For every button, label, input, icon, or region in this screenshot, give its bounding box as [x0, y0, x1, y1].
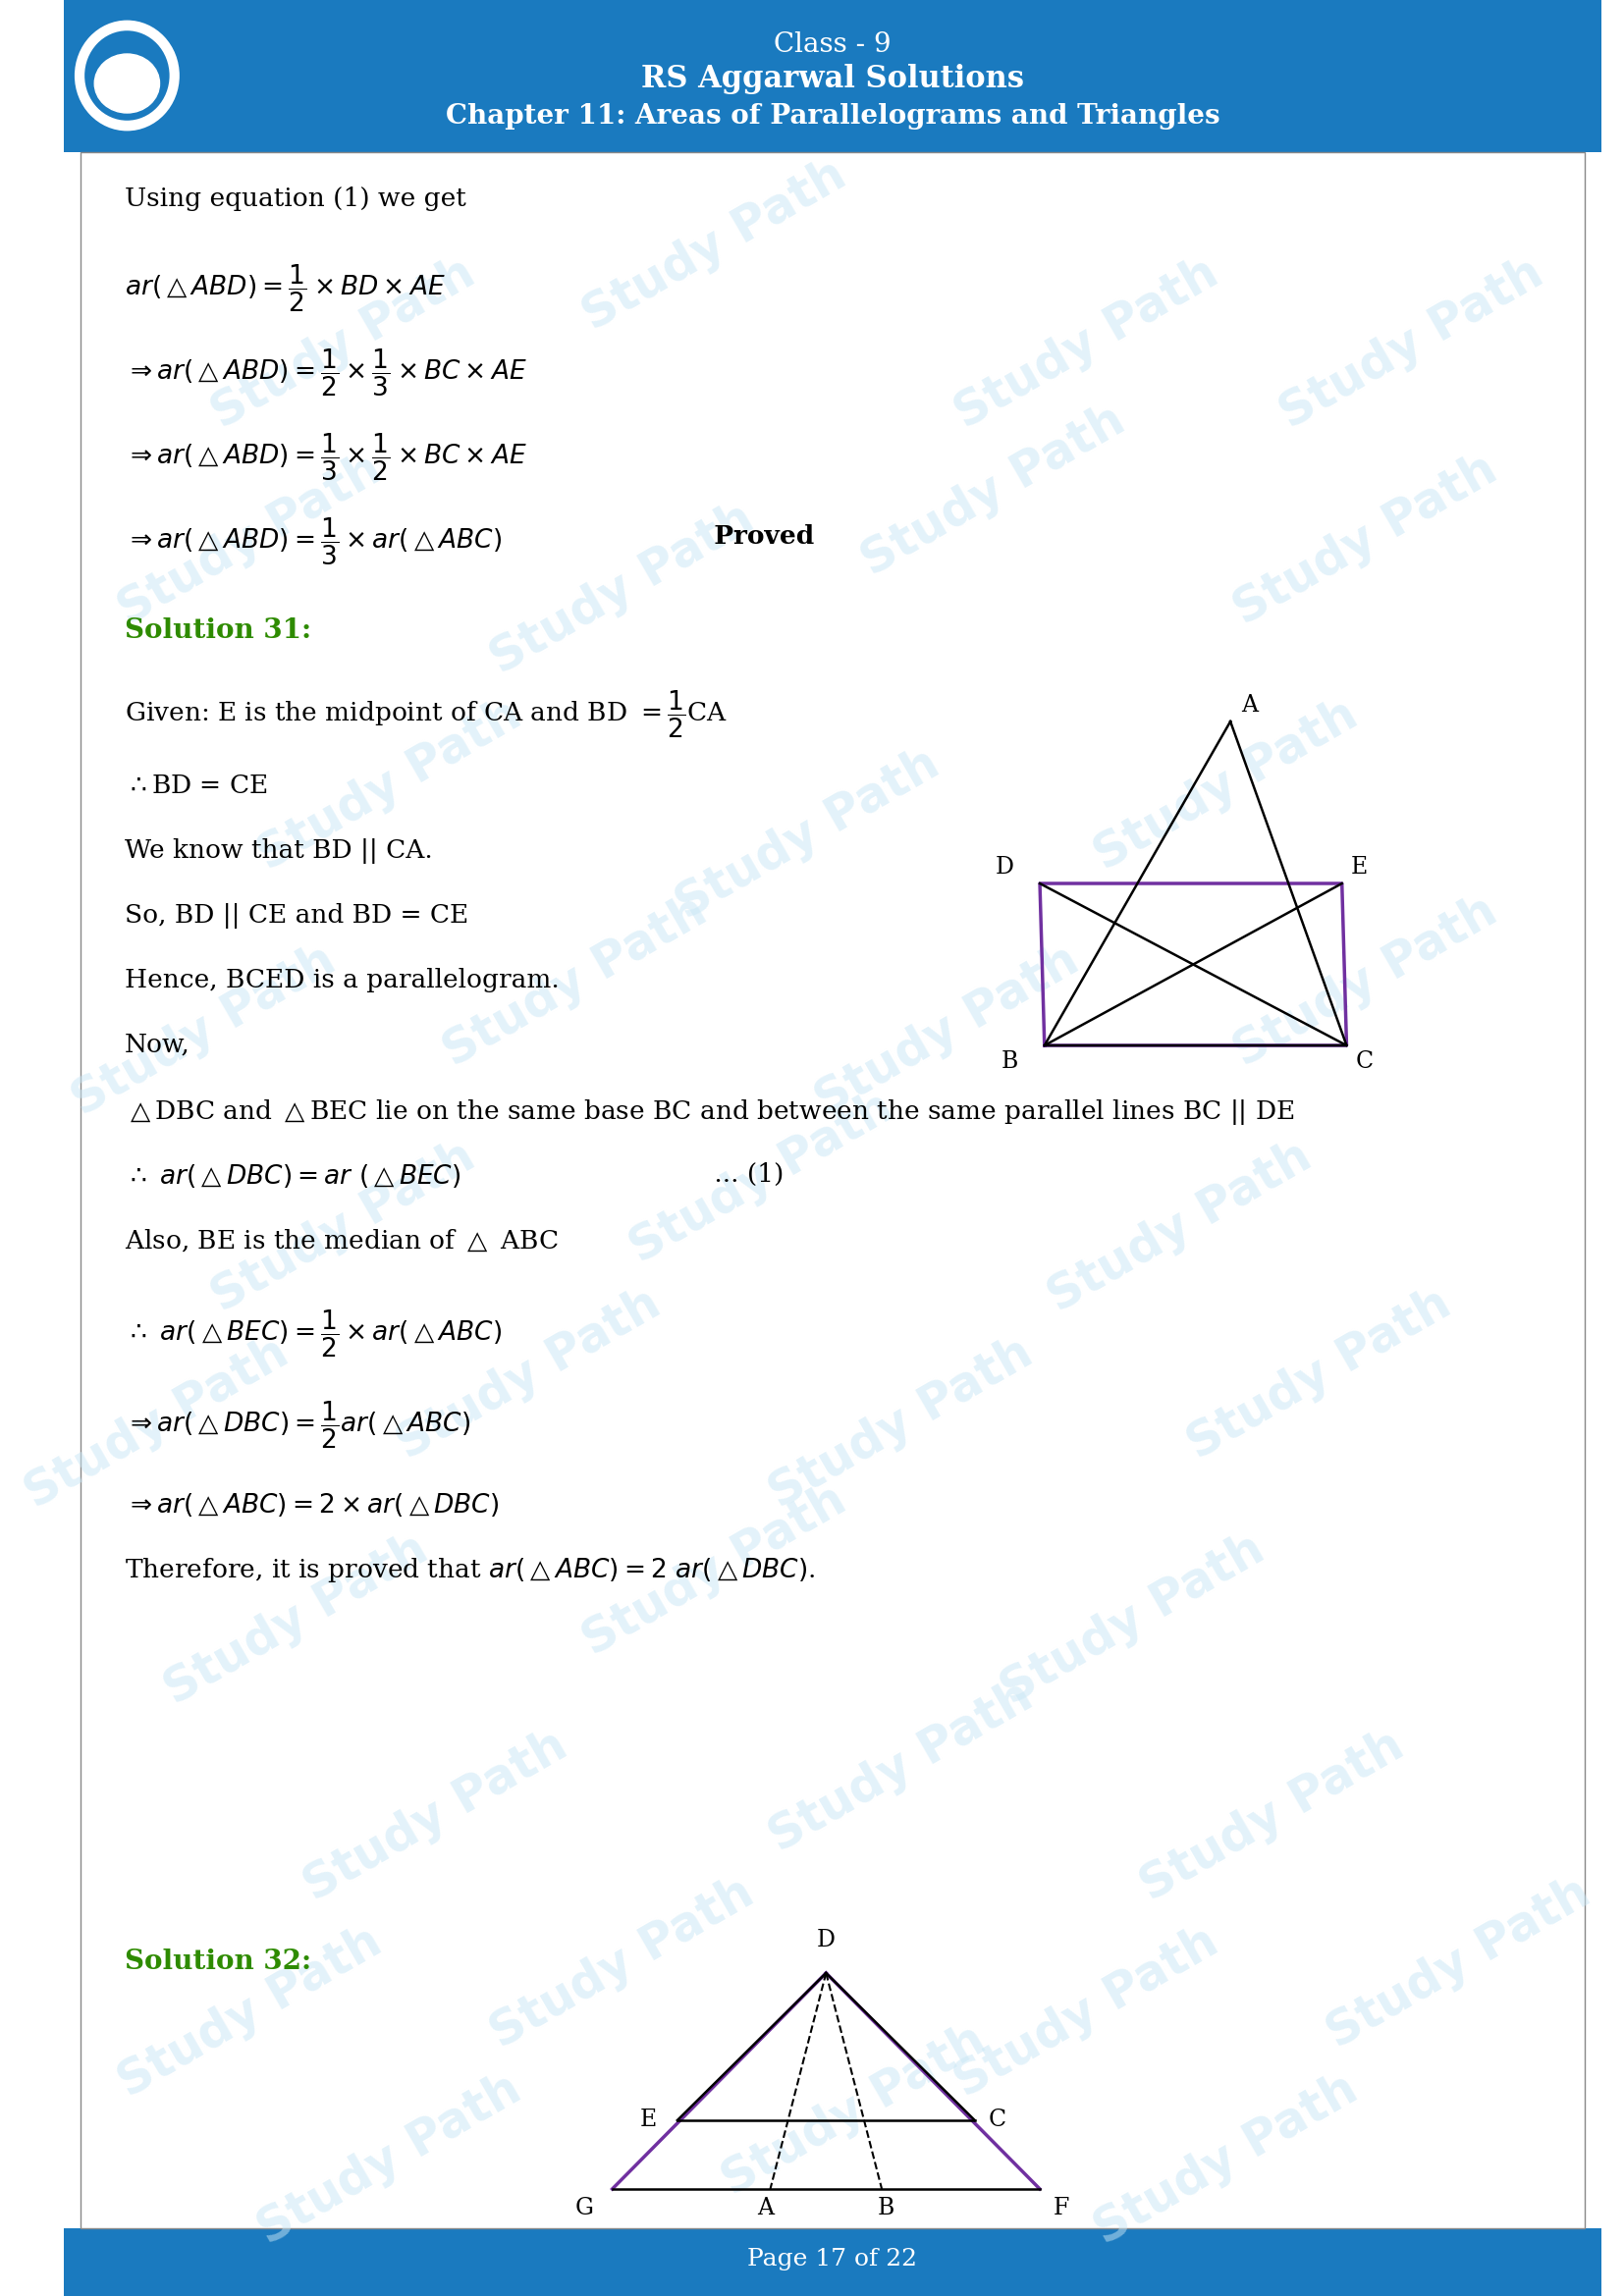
Text: Class - 9: Class - 9 [773, 32, 892, 57]
Text: $\Rightarrow ar(\triangle DBC) = \dfrac{1}{2}ar(\triangle ABC)$: $\Rightarrow ar(\triangle DBC) = \dfrac{… [125, 1401, 469, 1451]
Text: Study Path: Study Path [1039, 1132, 1319, 1322]
Text: Study Path: Study Path [667, 739, 947, 930]
Text: $\Rightarrow ar(\triangle ABD) = \dfrac{1}{3} \times ar(\triangle ABC)$: $\Rightarrow ar(\triangle ABD) = \dfrac{… [125, 517, 502, 567]
Text: Study Path: Study Path [715, 2016, 994, 2204]
Text: Proved: Proved [697, 523, 814, 549]
Text: Study Path: Study Path [760, 1329, 1041, 1518]
Circle shape [76, 21, 179, 129]
Text: Study Path: Study Path [1224, 886, 1505, 1077]
Text: Study Path: Study Path [110, 445, 390, 634]
Text: Study Path: Study Path [156, 1525, 437, 1715]
Text: Also, BE is the median of $\triangle$ ABC: Also, BE is the median of $\triangle$ AB… [125, 1226, 559, 1254]
Text: A: A [1241, 693, 1259, 716]
Text: Solution 31:: Solution 31: [125, 618, 310, 643]
Text: Study Path: Study Path [1086, 2064, 1366, 2255]
Text: Study Path: Study Path [248, 2064, 529, 2255]
Text: B: B [879, 2197, 895, 2220]
Text: $\therefore$ $ar(\triangle DBC) = ar\ (\triangle BEC)$: $\therefore$ $ar(\triangle DBC) = ar\ (\… [125, 1162, 461, 1189]
Text: Chapter 11: Areas of Parallelograms and Triangles: Chapter 11: Areas of Parallelograms and … [445, 103, 1220, 129]
Text: Study Path: Study Path [575, 152, 854, 340]
Text: D: D [996, 856, 1013, 879]
Text: C: C [989, 2110, 1007, 2131]
Text: Study Path: Study Path [575, 1476, 854, 1665]
Text: Study Path: Study Path [947, 250, 1226, 439]
Ellipse shape [94, 55, 159, 113]
Text: RS Aggarwal Solutions: RS Aggarwal Solutions [641, 64, 1025, 94]
Text: Study Path: Study Path [1319, 1869, 1598, 2057]
Bar [63, 0, 1601, 152]
Text: Study Path: Study Path [435, 886, 715, 1077]
Text: $\triangle$DBC and $\triangle$BEC lie on the same base BC and between the same p: $\triangle$DBC and $\triangle$BEC lie on… [125, 1097, 1294, 1127]
Text: Study Path: Study Path [620, 1084, 901, 1272]
Text: A: A [757, 2197, 775, 2220]
Text: Hence, BCED is a parallelogram.: Hence, BCED is a parallelogram. [125, 969, 559, 992]
Text: Study Path: Study Path [1224, 445, 1505, 634]
Text: $\Rightarrow ar(\triangle ABD) = \dfrac{1}{2} \times \dfrac{1}{3} \times BC \tim: $\Rightarrow ar(\triangle ABD) = \dfrac{… [125, 347, 526, 400]
Text: Study Path: Study Path [947, 1917, 1226, 2108]
Text: Using equation (1) we get: Using equation (1) we get [125, 186, 466, 211]
Text: Study Path: Study Path [1132, 1722, 1413, 1910]
Text: Page 17 of 22: Page 17 of 22 [747, 2248, 918, 2271]
Text: $\Rightarrow ar(\triangle ABD) = \dfrac{1}{3} \times \dfrac{1}{2} \times BC \tim: $\Rightarrow ar(\triangle ABD) = \dfrac{… [125, 432, 526, 482]
Text: Study Path: Study Path [388, 1279, 669, 1469]
Text: $\therefore\ ar(\triangle BEC) = \dfrac{1}{2} \times ar(\triangle ABC)$: $\therefore\ ar(\triangle BEC) = \dfrac{… [125, 1309, 502, 1359]
Text: Study Path: Study Path [110, 1917, 390, 2108]
Text: $\therefore$BD = CE: $\therefore$BD = CE [125, 774, 268, 799]
Text: $\Rightarrow ar(\triangle ABC) = 2 \times ar(\triangle DBC)$: $\Rightarrow ar(\triangle ABC) = 2 \time… [125, 1490, 499, 1518]
Text: Study Path: Study Path [482, 1869, 762, 2057]
Text: Study Path: Study Path [807, 937, 1086, 1125]
Text: B: B [1002, 1049, 1018, 1072]
Text: Study Path: Study Path [203, 1132, 482, 1322]
Text: ... (1): ... (1) [640, 1162, 784, 1187]
Text: Study Path: Study Path [760, 1671, 1041, 1862]
Text: Study Path: Study Path [63, 937, 343, 1125]
Text: F: F [1054, 2197, 1070, 2220]
Text: C: C [1356, 1049, 1374, 1072]
Text: Now,: Now, [125, 1033, 190, 1056]
Text: Study Path: Study Path [1272, 250, 1551, 439]
Text: Study Path: Study Path [482, 494, 762, 684]
Text: D: D [817, 1929, 835, 1952]
Text: Study Path: Study Path [16, 1329, 297, 1518]
Text: Study Path: Study Path [1086, 691, 1366, 879]
Text: $ar(\triangle ABD) = \dfrac{1}{2} \times BD \times AE$: $ar(\triangle ABD) = \dfrac{1}{2} \times… [125, 264, 445, 315]
Bar [63, 2229, 1601, 2296]
Text: Solution 32:: Solution 32: [125, 1949, 310, 1975]
Text: E: E [640, 2110, 656, 2131]
Text: So, BD || CE and BD = CE: So, BD || CE and BD = CE [125, 902, 468, 928]
Text: Study Path: Study Path [992, 1525, 1273, 1715]
Text: G: G [575, 2197, 594, 2220]
Text: Study Path: Study Path [296, 1722, 575, 1910]
Text: Study Path: Study Path [248, 691, 529, 879]
Ellipse shape [83, 30, 171, 122]
Text: Study Path: Study Path [1179, 1279, 1458, 1469]
Text: Study Path: Study Path [854, 397, 1134, 585]
Text: E: E [1351, 856, 1367, 879]
Text: Therefore, it is proved that $ar(\triangle ABC) = 2\ ar(\triangle DBC)$.: Therefore, it is proved that $ar(\triang… [125, 1557, 815, 1584]
Text: Study Path: Study Path [203, 250, 482, 439]
Text: Given: E is the midpoint of CA and BD $= \dfrac{1}{2}$CA: Given: E is the midpoint of CA and BD $=… [125, 689, 728, 739]
Text: We know that BD || CA.: We know that BD || CA. [125, 838, 432, 863]
